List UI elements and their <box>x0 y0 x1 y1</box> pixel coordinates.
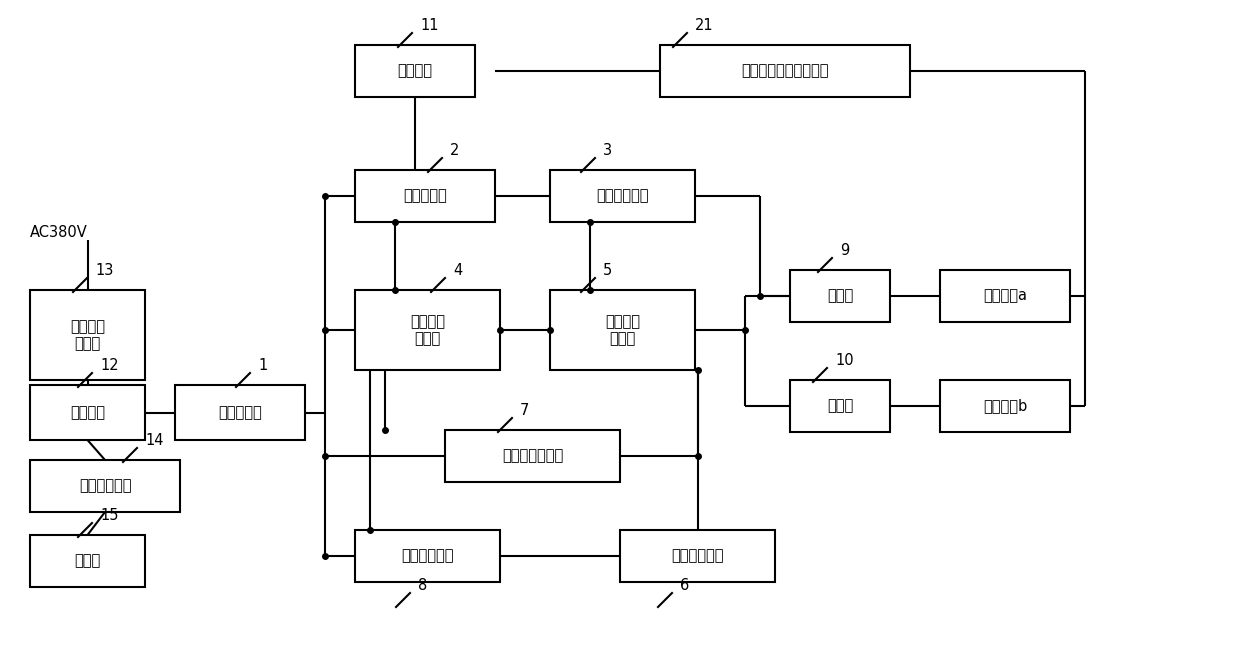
Text: 直流接触
器模块: 直流接触 器模块 <box>605 314 641 346</box>
Text: 11: 11 <box>420 18 439 33</box>
Text: 6: 6 <box>680 578 689 593</box>
Text: 交流电表: 交流电表 <box>69 405 105 420</box>
Text: 13: 13 <box>95 263 114 278</box>
Text: 14: 14 <box>145 433 164 448</box>
Text: 4: 4 <box>453 263 462 278</box>
Text: 12: 12 <box>100 358 119 373</box>
Bar <box>660 45 909 97</box>
Bar <box>940 270 1070 322</box>
Text: 防雷器: 防雷器 <box>74 554 100 568</box>
Text: 车辆充电需求采集模块: 车辆充电需求采集模块 <box>741 64 829 79</box>
Text: 21: 21 <box>695 18 714 33</box>
Bar <box>30 385 145 440</box>
Bar <box>30 460 180 512</box>
Text: 充电控制器: 充电控制器 <box>403 189 447 203</box>
Text: 计费模块: 计费模块 <box>398 64 432 79</box>
Text: 电动汽车b: 电动汽车b <box>983 399 1027 413</box>
Text: 9: 9 <box>840 243 849 258</box>
Text: 开关量采集模块: 开关量采集模块 <box>502 448 563 464</box>
Bar <box>550 290 695 370</box>
Text: 可分配充
电模块: 可分配充 电模块 <box>410 314 445 346</box>
Bar <box>356 170 496 222</box>
Bar <box>790 380 890 432</box>
Text: 电动汽车a: 电动汽车a <box>983 289 1027 303</box>
Bar <box>356 45 475 97</box>
Bar <box>445 430 620 482</box>
Text: 8: 8 <box>418 578 427 593</box>
Bar <box>356 530 501 582</box>
Text: AC380V: AC380V <box>30 225 88 240</box>
Bar <box>356 290 501 370</box>
Bar <box>175 385 305 440</box>
Text: 第二枪: 第二枪 <box>826 399 854 413</box>
Bar <box>790 270 890 322</box>
Bar <box>550 170 695 222</box>
Text: 防雷空开模块: 防雷空开模块 <box>79 478 131 493</box>
Text: 3: 3 <box>603 143 612 158</box>
Text: 2: 2 <box>450 143 460 158</box>
Text: 7: 7 <box>520 403 529 418</box>
Bar <box>620 530 776 582</box>
Text: 1: 1 <box>258 358 268 373</box>
Text: 交流接触器: 交流接触器 <box>218 405 261 420</box>
Bar <box>30 290 145 380</box>
Text: 功率分配模块: 功率分配模块 <box>401 548 453 564</box>
Text: 10: 10 <box>835 353 854 368</box>
Text: 15: 15 <box>100 508 119 523</box>
Bar <box>30 535 145 587</box>
Text: 运动控制模块: 运动控制模块 <box>672 548 724 564</box>
Text: 5: 5 <box>603 263 612 278</box>
Text: 固定充电模块: 固定充电模块 <box>596 189 649 203</box>
Bar <box>940 380 1070 432</box>
Text: 第一枪: 第一枪 <box>826 289 854 303</box>
Text: 交流输入
断路器: 交流输入 断路器 <box>69 319 105 351</box>
